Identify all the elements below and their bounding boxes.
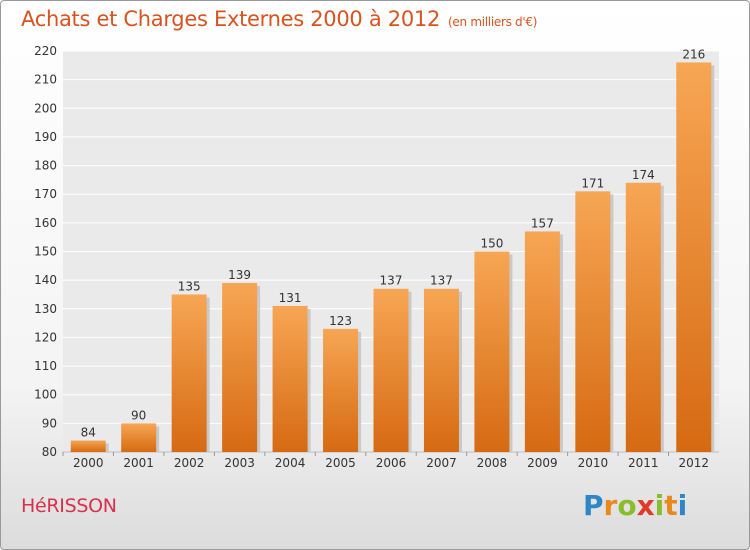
bar-2007 (423, 288, 459, 452)
logo-letter: t (664, 489, 678, 522)
bar-2008 (474, 251, 510, 452)
bar-2009 (524, 231, 560, 452)
title-text: Achats et Charges Externes 2000 à 2012 (21, 7, 441, 31)
y-tick-label: 180 (34, 159, 57, 173)
data-labels: 84 90 135 139 131 123 137 137 150 157 171 174 216 (81, 47, 706, 439)
proxiti-logo: Proxiti (583, 489, 687, 522)
x-axis-ticks: 2000 2001 2002 2003 2004 2005 2006 2007 2008 2009… (62, 452, 709, 470)
x-tick-label: 2001 (123, 456, 154, 470)
y-tick-label: 100 (34, 388, 57, 402)
y-tick-label: 120 (34, 330, 57, 344)
y-tick-label: 210 (34, 73, 57, 87)
data-label: 131 (279, 291, 302, 305)
y-tick-label: 170 (34, 187, 57, 201)
bar-2005 (323, 328, 359, 452)
y-tick-label: 200 (34, 101, 57, 115)
y-tick-label: 220 (34, 44, 57, 58)
data-label: 123 (329, 314, 352, 328)
bar-2000 (70, 440, 106, 452)
town-name: HéRISSON (21, 495, 117, 517)
bar-2011 (625, 182, 661, 452)
bar-2003 (222, 283, 258, 452)
logo-letter: x (636, 489, 655, 522)
bar-2004 (272, 305, 308, 452)
chart-subtitle: (en milliers d'€) (448, 15, 538, 29)
data-label: 150 (480, 237, 503, 251)
data-label: 174 (632, 168, 655, 182)
logo-letter: r (603, 489, 618, 522)
data-label: 139 (228, 268, 251, 282)
data-label: 137 (380, 274, 403, 288)
x-tick-label: 2006 (376, 456, 407, 470)
y-tick-label: 130 (34, 302, 57, 316)
x-tick-label: 2005 (325, 456, 356, 470)
y-tick-label: 80 (42, 445, 57, 459)
bar-2001 (121, 423, 157, 452)
data-label: 135 (178, 279, 201, 293)
x-tick-label: 2008 (477, 456, 508, 470)
y-tick-label: 140 (34, 273, 57, 287)
x-tick-label: 2007 (426, 456, 457, 470)
bar-2012 (676, 62, 712, 452)
y-tick-label: 160 (34, 216, 57, 230)
x-tick-label: 2002 (174, 456, 205, 470)
x-tick-label: 2003 (224, 456, 255, 470)
y-tick-label: 110 (34, 359, 57, 373)
y-tick-label: 190 (34, 130, 57, 144)
data-label: 84 (81, 426, 96, 440)
data-label: 171 (581, 176, 604, 190)
bars (70, 62, 715, 452)
y-tick-label: 90 (42, 416, 57, 430)
logo-letter: i (677, 489, 688, 522)
x-tick-label: 2000 (73, 456, 104, 470)
logo-letter: o (617, 489, 637, 522)
data-label: 157 (531, 216, 554, 230)
logo-letter: i (654, 489, 665, 522)
x-tick-label: 2004 (275, 456, 306, 470)
y-axis-ticks: 80 90 100 110 120 130 140 150 160 170 180 190 200 210… (34, 44, 57, 459)
logo-letter: P (583, 489, 604, 522)
x-tick-label: 2012 (678, 456, 709, 470)
data-label: 90 (131, 408, 146, 422)
y-tick-label: 150 (34, 245, 57, 259)
data-label: 216 (682, 47, 705, 61)
data-label: 137 (430, 274, 453, 288)
x-tick-label: 2010 (578, 456, 609, 470)
x-tick-label: 2011 (628, 456, 659, 470)
chart-title: Achats et Charges Externes 2000 à 2012 (e… (21, 7, 537, 31)
bar-2010 (575, 191, 611, 452)
bar-2006 (373, 288, 409, 452)
x-tick-label: 2009 (527, 456, 558, 470)
bar-2002 (171, 294, 207, 452)
